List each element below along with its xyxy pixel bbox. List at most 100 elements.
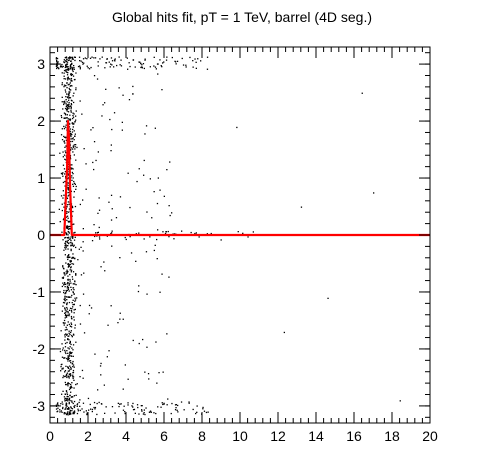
scatter-point xyxy=(76,297,78,299)
scatter-point xyxy=(68,323,70,326)
scatter-point xyxy=(98,401,100,404)
scatter-point xyxy=(61,116,63,119)
scatter-point xyxy=(196,411,198,413)
scatter-point xyxy=(79,60,81,62)
scatter-point xyxy=(83,411,85,413)
scatter-point xyxy=(70,406,72,408)
scatter-point xyxy=(68,373,70,375)
scatter-point xyxy=(65,374,67,376)
scatter-point xyxy=(143,174,145,176)
scatter-point xyxy=(195,61,197,63)
scatter-point xyxy=(79,323,82,325)
scatter-point xyxy=(120,65,123,67)
scatter-point xyxy=(73,312,75,314)
scatter-point xyxy=(150,411,152,413)
scatter-point xyxy=(70,259,72,262)
scatter-point xyxy=(70,260,72,263)
scatter-point xyxy=(100,403,103,405)
scatter-point xyxy=(164,232,167,235)
scatter-point xyxy=(65,99,67,101)
scatter-point xyxy=(156,202,159,205)
scatter-point xyxy=(64,295,66,297)
scatter-point xyxy=(59,411,61,413)
scatter-point xyxy=(175,407,177,409)
scatter-point xyxy=(95,232,97,234)
scatter-point xyxy=(68,101,70,104)
scatter-point xyxy=(63,101,65,103)
scatter-point xyxy=(71,56,73,58)
scatter-point xyxy=(100,362,102,365)
scatter-point xyxy=(119,318,121,320)
scatter-point xyxy=(68,83,70,85)
scatter-point xyxy=(137,406,139,409)
scatter-point xyxy=(242,232,244,234)
scatter-point xyxy=(132,85,134,88)
scatter-point xyxy=(93,168,95,171)
scatter-point xyxy=(65,64,67,66)
scatter-point xyxy=(68,401,70,404)
scatter-point xyxy=(65,271,67,273)
scatter-point xyxy=(98,197,100,199)
scatter-point xyxy=(70,289,73,291)
scatter-point xyxy=(59,409,61,411)
scatter-point xyxy=(171,56,173,59)
scatter-point xyxy=(122,409,125,411)
scatter-point xyxy=(75,115,77,117)
scatter-point xyxy=(57,61,59,63)
scatter-point xyxy=(67,111,70,113)
scatter-point xyxy=(141,67,143,69)
scatter-point xyxy=(79,66,81,68)
scatter-point xyxy=(60,134,63,136)
scatter-point xyxy=(73,101,75,104)
scatter-point xyxy=(69,118,72,120)
scatter-point xyxy=(71,167,73,169)
scatter-point xyxy=(143,412,145,414)
scatter-point xyxy=(62,305,64,307)
scatter-point xyxy=(62,277,64,279)
scatter-point xyxy=(61,203,63,205)
scatter-point xyxy=(66,63,68,65)
scatter-point xyxy=(110,57,113,59)
scatter-point xyxy=(144,133,146,135)
scatter-point xyxy=(70,391,72,393)
scatter-point xyxy=(66,333,68,335)
scatter-point xyxy=(56,403,59,405)
scatter-point xyxy=(64,317,66,319)
scatter-point xyxy=(82,199,84,201)
scatter-point xyxy=(104,270,106,272)
scatter-point xyxy=(197,58,199,60)
scatter-point xyxy=(90,66,92,69)
scatter-point xyxy=(72,299,74,301)
scatter-point xyxy=(167,398,169,400)
scatter-point xyxy=(74,183,76,185)
scatter-point xyxy=(68,96,70,99)
scatter-point xyxy=(140,62,142,65)
scatter-point xyxy=(64,398,66,400)
scatter-point xyxy=(63,268,65,270)
scatter-point xyxy=(66,211,68,213)
scatter-point xyxy=(66,341,68,344)
scatter-point xyxy=(76,412,79,415)
scatter-point xyxy=(162,62,164,64)
scatter-point xyxy=(111,128,113,131)
scatter-point xyxy=(66,283,68,285)
scatter-point xyxy=(65,246,67,248)
scatter-point xyxy=(71,205,73,207)
scatter-point xyxy=(252,231,254,233)
scatter-point xyxy=(66,272,68,274)
scatter-point xyxy=(70,110,72,112)
scatter-point xyxy=(106,356,108,358)
scatter-point xyxy=(128,99,131,101)
scatter-point xyxy=(63,302,66,304)
scatter-point xyxy=(95,159,97,162)
scatter-point xyxy=(138,413,140,415)
scatter-point xyxy=(65,296,68,298)
scatter-point xyxy=(57,407,59,409)
scatter-point xyxy=(63,289,65,292)
scatter-point xyxy=(67,275,69,277)
scatter-point xyxy=(69,158,72,160)
scatter-point xyxy=(73,154,75,156)
scatter-point xyxy=(68,399,71,401)
scatter-point xyxy=(62,190,64,192)
scatter-point xyxy=(93,75,96,77)
